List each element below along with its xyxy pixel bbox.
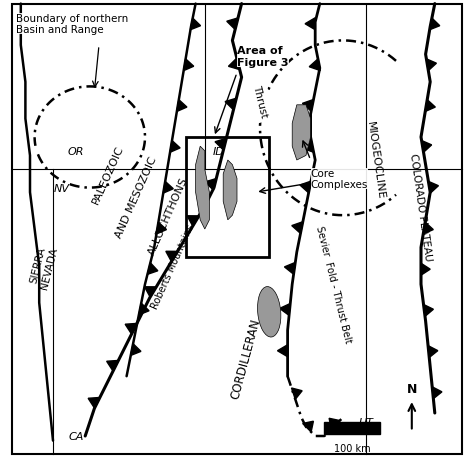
Text: 100 km: 100 km [334, 443, 370, 453]
Bar [186, 138, 269, 257]
Text: NV: NV [54, 183, 70, 193]
Polygon shape [427, 60, 437, 72]
Polygon shape [196, 147, 210, 230]
Polygon shape [88, 397, 100, 408]
Polygon shape [421, 263, 430, 275]
Text: PALEOZOIC: PALEOZOIC [91, 144, 126, 205]
Text: CA: CA [68, 431, 84, 441]
Polygon shape [139, 303, 149, 315]
Polygon shape [125, 324, 137, 334]
Polygon shape [292, 222, 303, 234]
Text: ID: ID [213, 146, 225, 157]
Polygon shape [302, 141, 314, 153]
Polygon shape [166, 252, 178, 262]
Polygon shape [432, 387, 442, 399]
Text: SIERRA
NEVADA: SIERRA NEVADA [28, 243, 59, 290]
Polygon shape [215, 139, 226, 151]
Polygon shape [187, 216, 199, 227]
Text: Roberts Mountains: Roberts Mountains [149, 223, 196, 310]
Polygon shape [163, 182, 173, 194]
Polygon shape [302, 100, 313, 112]
Polygon shape [170, 141, 180, 153]
Polygon shape [300, 182, 311, 193]
Text: Sevier  Fold - Thrust Belt: Sevier Fold - Thrust Belt [314, 225, 353, 344]
Polygon shape [228, 59, 240, 71]
Polygon shape [131, 344, 141, 356]
Polygon shape [423, 223, 433, 235]
Polygon shape [428, 346, 438, 358]
Text: AND MESOZOIC: AND MESOZOIC [113, 155, 158, 240]
Text: OR: OR [68, 146, 84, 157]
Ellipse shape [257, 287, 281, 337]
Polygon shape [280, 304, 290, 316]
Polygon shape [303, 421, 313, 432]
Polygon shape [227, 19, 238, 30]
Polygon shape [225, 99, 237, 111]
Polygon shape [425, 101, 435, 112]
Text: Thrust: Thrust [251, 84, 269, 118]
Polygon shape [147, 263, 158, 275]
Polygon shape [424, 305, 433, 317]
Text: MIOGEOCLINE: MIOGEOCLINE [365, 121, 385, 200]
Text: UT: UT [358, 417, 373, 427]
Text: COLORADO PLATEAU: COLORADO PLATEAU [409, 152, 434, 261]
Polygon shape [205, 179, 216, 191]
Polygon shape [305, 19, 315, 31]
Text: Boundary of northern
Basin and Range: Boundary of northern Basin and Range [16, 14, 128, 35]
Bar [324, 422, 380, 434]
Polygon shape [183, 60, 194, 72]
Polygon shape [284, 263, 295, 274]
Polygon shape [156, 223, 166, 235]
Text: N: N [407, 382, 417, 395]
Text: Core
Complexes: Core Complexes [310, 168, 368, 190]
Polygon shape [292, 388, 302, 399]
Polygon shape [309, 60, 320, 72]
Text: CORDILLERAN: CORDILLERAN [229, 316, 263, 400]
Polygon shape [428, 182, 438, 194]
Polygon shape [292, 106, 310, 161]
Polygon shape [277, 345, 288, 357]
Polygon shape [421, 141, 432, 153]
Polygon shape [107, 361, 118, 371]
Polygon shape [191, 19, 201, 31]
Polygon shape [329, 418, 340, 429]
Text: Area of
Figure 3: Area of Figure 3 [237, 46, 289, 67]
Polygon shape [223, 161, 237, 220]
Polygon shape [177, 101, 187, 112]
Text: ALLOCHTHONS: ALLOCHTHONS [146, 175, 190, 256]
Polygon shape [429, 19, 440, 31]
Polygon shape [145, 287, 156, 297]
